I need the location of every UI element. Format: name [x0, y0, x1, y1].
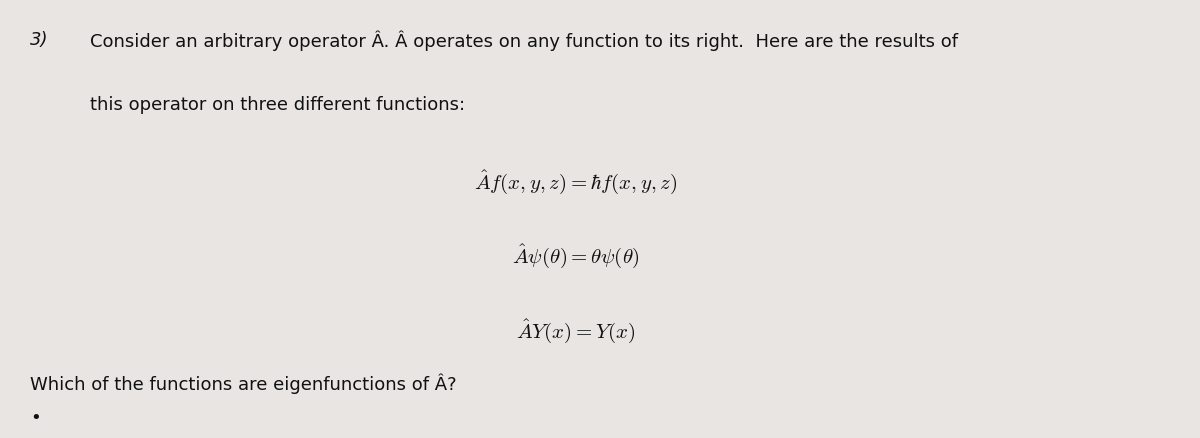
Text: $\hat{A}\psi(\theta) = \theta\psi(\theta)$: $\hat{A}\psi(\theta) = \theta\psi(\theta…: [512, 242, 640, 270]
Text: •: •: [30, 409, 41, 427]
Text: $\hat{A}f(x, y, z) = \hbar f(x, y, z)$: $\hat{A}f(x, y, z) = \hbar f(x, y, z)$: [474, 168, 678, 196]
Text: this operator on three different functions:: this operator on three different functio…: [90, 96, 466, 114]
Text: Which of the functions are eigenfunctions of Â?: Which of the functions are eigenfunction…: [30, 374, 457, 394]
Text: $\hat{A}Y(x) = Y(x)$: $\hat{A}Y(x) = Y(x)$: [516, 317, 636, 345]
Text: 3): 3): [30, 31, 48, 49]
Text: Consider an arbitrary operator Â. Â operates on any function to its right.  Here: Consider an arbitrary operator Â. Â oper…: [90, 31, 958, 51]
